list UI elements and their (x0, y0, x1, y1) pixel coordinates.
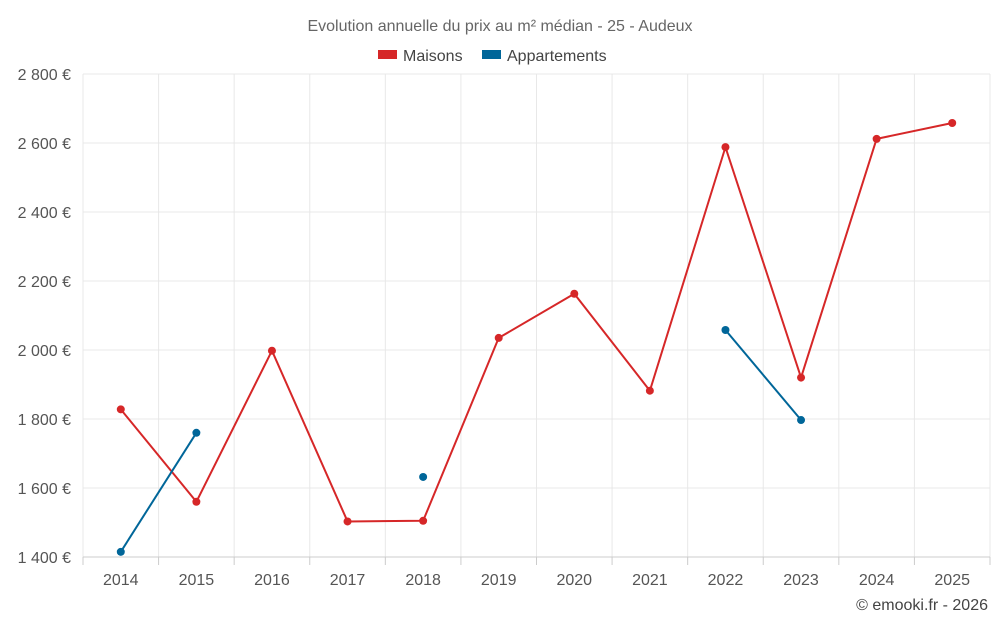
data-point-maisons[interactable] (948, 118, 957, 127)
series-line-maisons (120, 122, 953, 523)
data-point-maisons[interactable] (721, 143, 730, 152)
data-point-maisons[interactable] (570, 289, 579, 298)
data-point-maisons[interactable] (494, 333, 503, 342)
chart-title: Evolution annuelle du prix au m² médian … (307, 18, 692, 35)
series-line-appartements (724, 329, 802, 421)
x-axis-ticks: 2014 2015 2016 2017 2018 2019 2020 2021 2022 2023… (103, 572, 970, 589)
series-line-appartements (119, 432, 198, 553)
axes (82, 556, 991, 565)
legend-swatch-maisons (378, 50, 397, 59)
x-tick-label: 2016 (254, 572, 290, 589)
data-point-maisons[interactable] (645, 386, 654, 395)
x-tick-label: 2022 (708, 572, 744, 589)
y-tick-label: 2 200 € (18, 274, 71, 291)
x-tick-label: 2025 (934, 572, 970, 589)
data-point-maisons[interactable] (267, 346, 276, 355)
x-tick-label: 2021 (632, 572, 668, 589)
data-point-appartements[interactable] (721, 325, 730, 334)
x-tick-label: 2023 (783, 572, 819, 589)
y-tick-label: 1 600 € (18, 481, 71, 498)
series-appartements (116, 325, 806, 556)
data-point-maisons[interactable] (872, 134, 881, 143)
y-tick-label: 2 600 € (18, 136, 71, 153)
y-axis-ticks: 1 400 € 1 600 € 1 800 € 2 000 € 2 200 € 2 400… (18, 67, 71, 567)
legend-item-maisons[interactable]: Maisons (378, 48, 463, 65)
x-tick-label: 2015 (179, 572, 215, 589)
data-point-maisons[interactable] (116, 405, 125, 414)
y-tick-label: 2 000 € (18, 343, 71, 360)
y-tick-label: 2 800 € (18, 67, 71, 84)
data-point-maisons[interactable] (343, 517, 352, 526)
y-tick-label: 2 400 € (18, 205, 71, 222)
x-tick-label: 2017 (330, 572, 366, 589)
y-tick-label: 1 400 € (18, 550, 71, 567)
x-tick-label: 2019 (481, 572, 517, 589)
data-point-maisons[interactable] (419, 516, 428, 525)
data-point-appartements[interactable] (797, 416, 806, 425)
x-tick-label: 2018 (405, 572, 441, 589)
data-point-appartements[interactable] (192, 428, 201, 437)
legend: Maisons Appartements (378, 48, 607, 65)
x-tick-label: 2024 (859, 572, 895, 589)
legend-label-maisons: Maisons (403, 48, 463, 65)
data-point-maisons[interactable] (797, 373, 806, 382)
x-tick-label: 2014 (103, 572, 139, 589)
x-tick-label: 2020 (556, 572, 592, 589)
y-tick-label: 1 800 € (18, 412, 71, 429)
data-point-appartements[interactable] (419, 472, 428, 481)
series-layer (116, 118, 957, 556)
series-maisons (116, 118, 957, 526)
legend-item-appartements[interactable]: Appartements (482, 48, 607, 65)
legend-swatch-appartements (482, 50, 501, 59)
data-point-appartements[interactable] (116, 547, 125, 556)
legend-label-appartements: Appartements (507, 48, 607, 65)
data-point-maisons[interactable] (192, 497, 201, 506)
credit-text: © emooki.fr - 2026 (856, 597, 988, 614)
